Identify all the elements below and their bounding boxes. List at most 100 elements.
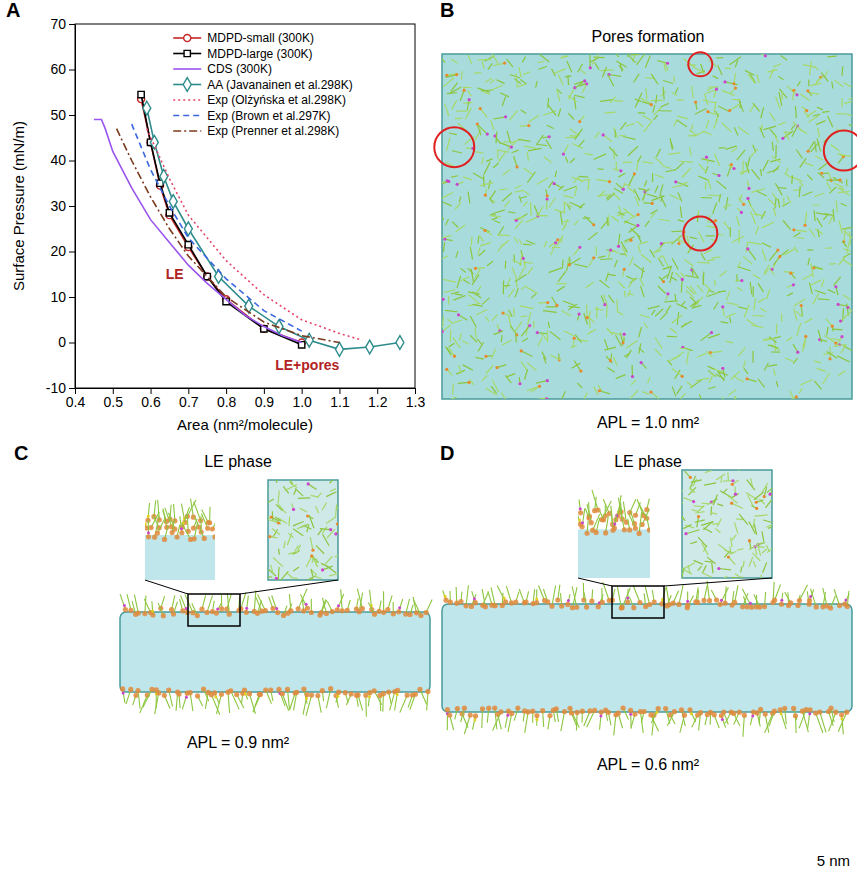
lipid-head bbox=[413, 692, 418, 697]
lipid-tail bbox=[677, 120, 687, 127]
lipid-tail bbox=[796, 149, 802, 158]
lipid-tail bbox=[755, 226, 758, 235]
lipid-tail bbox=[838, 154, 845, 156]
lipid-head bbox=[740, 211, 743, 214]
figure: A0.40.50.60.70.80.91.01.11.21.3-10010203… bbox=[0, 0, 857, 876]
lipid-tail bbox=[488, 63, 492, 69]
lipid-tail bbox=[671, 142, 673, 149]
lipid-tail bbox=[471, 269, 473, 282]
series-line bbox=[117, 129, 340, 343]
lipid-tail bbox=[732, 503, 743, 508]
lipid-tail bbox=[771, 351, 780, 352]
lipid-tail bbox=[598, 191, 605, 197]
lipid-head bbox=[674, 180, 677, 183]
series-marker bbox=[138, 91, 144, 97]
lipid-tail bbox=[486, 159, 492, 162]
lipid-head bbox=[170, 530, 175, 535]
lipid-tail bbox=[489, 180, 491, 189]
lipid-head bbox=[603, 530, 608, 535]
lipid-tail bbox=[737, 287, 742, 290]
lipid-head bbox=[728, 109, 731, 112]
lipid-tail bbox=[769, 268, 775, 275]
lipid-tail bbox=[619, 206, 623, 218]
lipid-tail bbox=[734, 127, 738, 135]
lipid-tail bbox=[827, 182, 831, 190]
lipid-tail bbox=[630, 390, 638, 399]
legend-entry: MDPD-large (300K) bbox=[173, 47, 312, 61]
lipid-tail bbox=[526, 287, 538, 294]
lipid-head bbox=[162, 693, 167, 698]
lipid-tail bbox=[752, 315, 765, 317]
lipid-head bbox=[694, 100, 697, 103]
lipid-head bbox=[310, 554, 313, 557]
lipid-tail bbox=[654, 115, 658, 120]
legend-swatch bbox=[173, 68, 201, 70]
lipid-head bbox=[301, 686, 306, 691]
image-content bbox=[578, 490, 650, 578]
lipid-tail bbox=[575, 186, 577, 196]
lipid-tail bbox=[849, 231, 851, 244]
lipid-tail bbox=[843, 259, 852, 266]
lipid-tail bbox=[677, 386, 682, 394]
lipid-tail bbox=[814, 66, 819, 70]
lipid-tail bbox=[695, 520, 705, 522]
lipid-tail bbox=[741, 566, 742, 572]
inset-background bbox=[578, 470, 650, 578]
lipid-tail bbox=[787, 337, 793, 341]
image-background bbox=[442, 54, 852, 399]
lipid-tail bbox=[623, 208, 633, 216]
lipid-tail bbox=[472, 275, 479, 285]
lipid-tail bbox=[844, 228, 846, 241]
lipid-head bbox=[495, 366, 498, 369]
lipid-head bbox=[455, 73, 458, 76]
lipid-tail bbox=[514, 237, 518, 243]
lipid-tail bbox=[561, 56, 569, 57]
lipid-tail bbox=[699, 394, 701, 399]
lipid-tail bbox=[775, 198, 776, 209]
lipid-head bbox=[501, 312, 504, 315]
lipid-tail bbox=[520, 80, 526, 85]
lipid-tail bbox=[613, 357, 617, 366]
lipid-tail bbox=[608, 295, 614, 303]
lipid-tail bbox=[764, 265, 769, 273]
lipid-tail bbox=[477, 59, 491, 60]
lipid-head bbox=[207, 520, 212, 525]
lipid-tail bbox=[445, 310, 458, 311]
lipid-tail bbox=[624, 291, 625, 297]
lipid-tail bbox=[779, 89, 787, 98]
lipid-head bbox=[640, 361, 643, 364]
lipid-tail bbox=[676, 182, 689, 187]
lipid-tail bbox=[776, 324, 777, 335]
lipid-tail bbox=[738, 348, 745, 357]
lipid-head bbox=[789, 272, 792, 275]
lipid-tail bbox=[467, 100, 469, 111]
lipid-head bbox=[504, 115, 507, 118]
lipid-tail bbox=[742, 577, 751, 578]
lipid-head bbox=[368, 695, 371, 698]
lipid-tail bbox=[456, 251, 458, 258]
lipid-tail bbox=[690, 380, 701, 388]
lipid-tail bbox=[738, 127, 748, 134]
lipid-tail bbox=[793, 122, 802, 131]
lipid-head bbox=[306, 514, 309, 517]
lipid-head bbox=[834, 285, 837, 288]
lipid-tail bbox=[761, 107, 764, 118]
lipid-tail bbox=[309, 515, 314, 528]
lipid-tail bbox=[185, 594, 193, 612]
lipid-tail bbox=[502, 96, 506, 105]
lipid-tail bbox=[849, 97, 852, 100]
lipid-tail bbox=[526, 217, 539, 222]
lipid-tail bbox=[768, 345, 779, 348]
lipid-tail bbox=[757, 74, 759, 83]
lipid-head bbox=[689, 476, 692, 479]
lipid-tail bbox=[735, 60, 738, 67]
lipid-head bbox=[586, 316, 589, 319]
lipid-head bbox=[442, 298, 445, 301]
lipid-tail bbox=[516, 74, 517, 87]
lipid-tail bbox=[706, 226, 715, 228]
lipid-tail bbox=[844, 101, 852, 104]
lipid-head bbox=[219, 606, 224, 611]
lipid-tail bbox=[636, 54, 644, 65]
lipid-tail bbox=[796, 311, 802, 317]
lipid-tail bbox=[826, 179, 840, 180]
